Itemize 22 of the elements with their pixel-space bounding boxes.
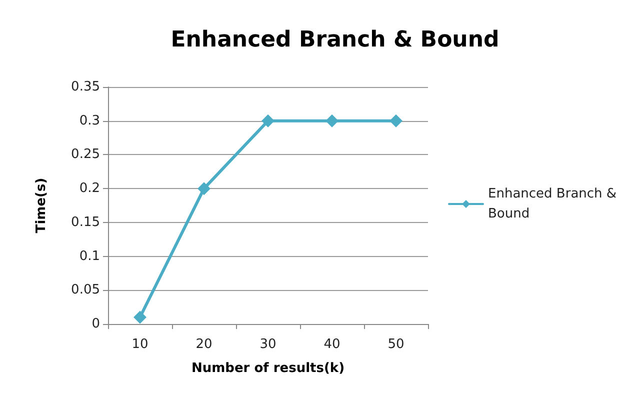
x-tick-label: 50	[388, 337, 404, 352]
x-axis-title: Number of results(k)	[191, 361, 345, 376]
x-tick-label: 40	[324, 337, 340, 352]
x-tick-label: 30	[260, 337, 276, 352]
x-tick-label: 20	[196, 337, 212, 352]
y-tick-label: 0.3	[79, 113, 100, 128]
point	[326, 114, 338, 128]
point	[198, 182, 210, 196]
point	[390, 114, 402, 128]
y-tick-label: 0.05	[71, 282, 100, 298]
y-tick-label: 0.25	[71, 147, 100, 162]
chart-title: Enhanced Branch & Bound	[170, 28, 500, 52]
point	[262, 114, 274, 128]
point	[134, 310, 146, 324]
y-axis-title: Time(s)	[34, 178, 49, 234]
y-tick-label: 0.35	[71, 80, 100, 94]
y-tick-label: 0.1	[79, 248, 100, 264]
y-tick-label: 0.15	[71, 214, 100, 230]
y-tick-label: 0	[92, 316, 100, 332]
legend-label: Enhanced Branch & Bound	[488, 186, 621, 222]
y-tick-label: 0.2	[79, 181, 100, 196]
x-tick-label: 10	[132, 337, 148, 352]
